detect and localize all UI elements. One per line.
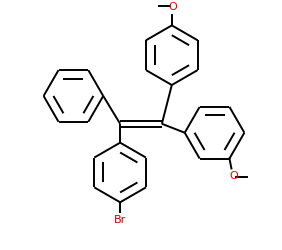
- Text: O: O: [168, 2, 177, 12]
- Text: Br: Br: [114, 215, 126, 225]
- Text: O: O: [229, 172, 238, 181]
